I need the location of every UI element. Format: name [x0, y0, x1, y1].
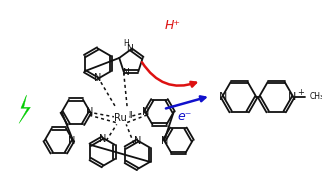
Text: N: N — [126, 44, 132, 53]
FancyArrowPatch shape — [166, 96, 205, 108]
Text: CH₃: CH₃ — [309, 92, 322, 101]
Text: Ru: Ru — [114, 113, 127, 123]
Text: e⁻: e⁻ — [178, 110, 192, 123]
Text: N: N — [94, 73, 101, 83]
Text: N: N — [122, 68, 129, 77]
Text: N: N — [99, 134, 106, 144]
Text: N: N — [134, 136, 141, 146]
Text: N: N — [288, 92, 297, 102]
Text: N: N — [219, 92, 227, 102]
Text: +: + — [297, 88, 304, 97]
Text: N: N — [86, 107, 93, 117]
Text: II: II — [128, 111, 133, 120]
FancyArrowPatch shape — [142, 62, 196, 87]
Text: N: N — [142, 107, 150, 117]
Text: N: N — [69, 136, 76, 146]
Text: H: H — [123, 39, 129, 48]
Text: N: N — [161, 136, 169, 146]
Text: H⁺: H⁺ — [165, 19, 181, 32]
Polygon shape — [19, 95, 30, 123]
